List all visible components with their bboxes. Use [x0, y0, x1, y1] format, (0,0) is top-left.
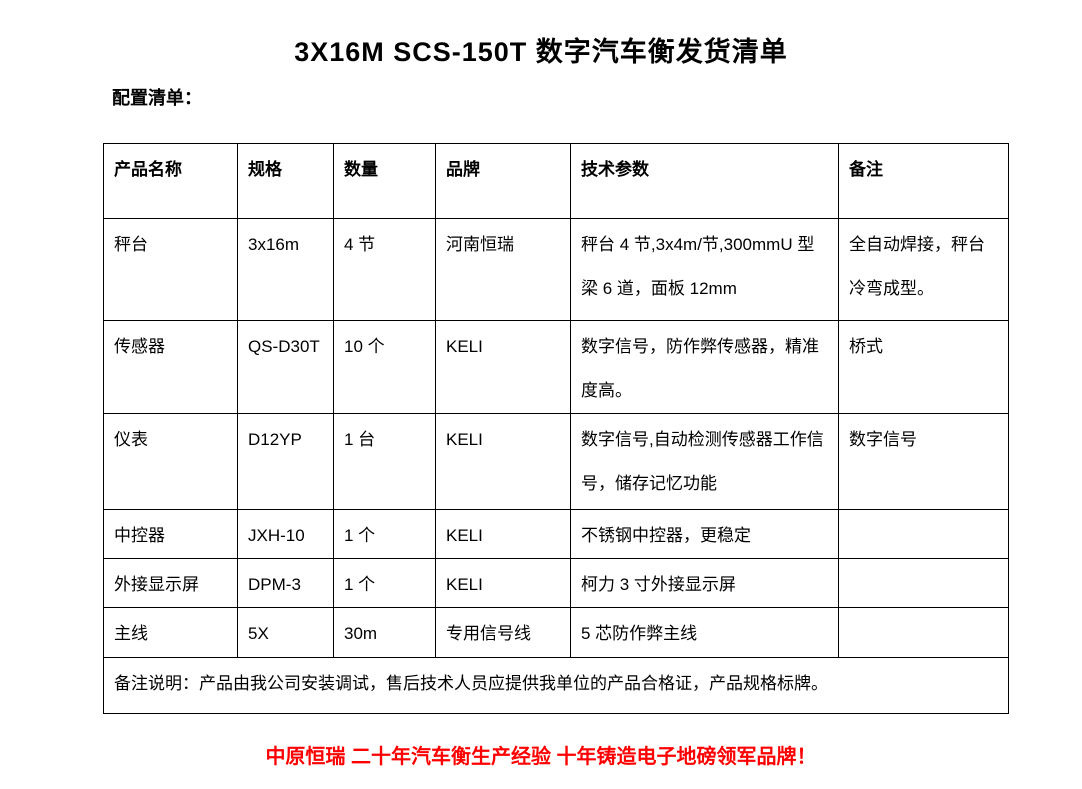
- cell-note: 全自动焊接，秤台冷弯成型。: [838, 218, 1009, 321]
- remark-note: 备注说明：产品由我公司安装调试，售后技术人员应提供我单位的产品合格证，产品规格标…: [103, 657, 1009, 714]
- cell-note: [838, 509, 1009, 559]
- cell-note: 桥式: [838, 320, 1009, 414]
- cell-product: 仪表: [103, 413, 238, 510]
- header-params: 技术参数: [570, 143, 839, 219]
- cell-params: 柯力 3 寸外接显示屏: [570, 558, 839, 608]
- cell-product: 主线: [103, 607, 238, 658]
- cell-qty: 1 个: [333, 509, 436, 559]
- cell-qty: 10 个: [333, 320, 436, 414]
- cell-brand: 河南恒瑞: [435, 218, 571, 321]
- page-title: 3X16M SCS-150T 数字汽车衡发货清单: [294, 37, 788, 67]
- cell-spec: 5X: [237, 607, 334, 658]
- config-table: 产品名称 规格 数量 品牌 技术参数 备注 秤台 3x16m 4 节 河南恒瑞 …: [103, 143, 1009, 714]
- cell-brand: KELI: [435, 413, 571, 510]
- table-row: 仪表 D12YP 1 台 KELI 数字信号,自动检测传感器工作信号，储存记忆功…: [103, 413, 1009, 510]
- cell-product: 传感器: [103, 320, 238, 414]
- cell-params: 秤台 4 节,3x4m/节,300mmU 型梁 6 道，面板 12mm: [570, 218, 839, 321]
- cell-brand: KELI: [435, 320, 571, 414]
- header-product: 产品名称: [103, 143, 238, 219]
- cell-params: 数字信号，防作弊传感器，精准度高。: [570, 320, 839, 414]
- cell-spec: JXH-10: [237, 509, 334, 559]
- header-note: 备注: [838, 143, 1009, 219]
- brand-slogan: 中原恒瑞 二十年汽车衡生产经验 十年铸造电子地磅领军品牌！: [265, 746, 817, 768]
- table-row: 中控器 JXH-10 1 个 KELI 不锈钢中控器，更稳定: [103, 509, 1009, 559]
- cell-spec: 3x16m: [237, 218, 334, 321]
- table-row: 主线 5X 30m 专用信号线 5 芯防作弊主线: [103, 607, 1009, 658]
- cell-product: 中控器: [103, 509, 238, 559]
- cell-product: 秤台: [103, 218, 238, 321]
- cell-params: 不锈钢中控器，更稳定: [570, 509, 839, 559]
- cell-qty: 4 节: [333, 218, 436, 321]
- config-list-label: 配置清单：: [112, 88, 202, 108]
- cell-qty: 1 台: [333, 413, 436, 510]
- table-row: 秤台 3x16m 4 节 河南恒瑞 秤台 4 节,3x4m/节,300mmU 型…: [103, 218, 1009, 321]
- cell-spec: QS-D30T: [237, 320, 334, 414]
- header-qty: 数量: [333, 143, 436, 219]
- cell-brand: 专用信号线: [435, 607, 571, 658]
- table-footer-row: 备注说明：产品由我公司安装调试，售后技术人员应提供我单位的产品合格证，产品规格标…: [103, 657, 1009, 714]
- header-brand: 品牌: [435, 143, 571, 219]
- cell-product: 外接显示屏: [103, 558, 238, 608]
- table-header-row: 产品名称 规格 数量 品牌 技术参数 备注: [103, 143, 1009, 219]
- cell-spec: D12YP: [237, 413, 334, 510]
- cell-note: [838, 558, 1009, 608]
- cell-spec: DPM-3: [237, 558, 334, 608]
- cell-note: [838, 607, 1009, 658]
- cell-params: 数字信号,自动检测传感器工作信号，储存记忆功能: [570, 413, 839, 510]
- cell-qty: 1 个: [333, 558, 436, 608]
- cell-qty: 30m: [333, 607, 436, 658]
- cell-note: 数字信号: [838, 413, 1009, 510]
- header-spec: 规格: [237, 143, 334, 219]
- cell-brand: KELI: [435, 558, 571, 608]
- table-row: 外接显示屏 DPM-3 1 个 KELI 柯力 3 寸外接显示屏: [103, 558, 1009, 608]
- cell-brand: KELI: [435, 509, 571, 559]
- cell-params: 5 芯防作弊主线: [570, 607, 839, 658]
- table-row: 传感器 QS-D30T 10 个 KELI 数字信号，防作弊传感器，精准度高。 …: [103, 320, 1009, 414]
